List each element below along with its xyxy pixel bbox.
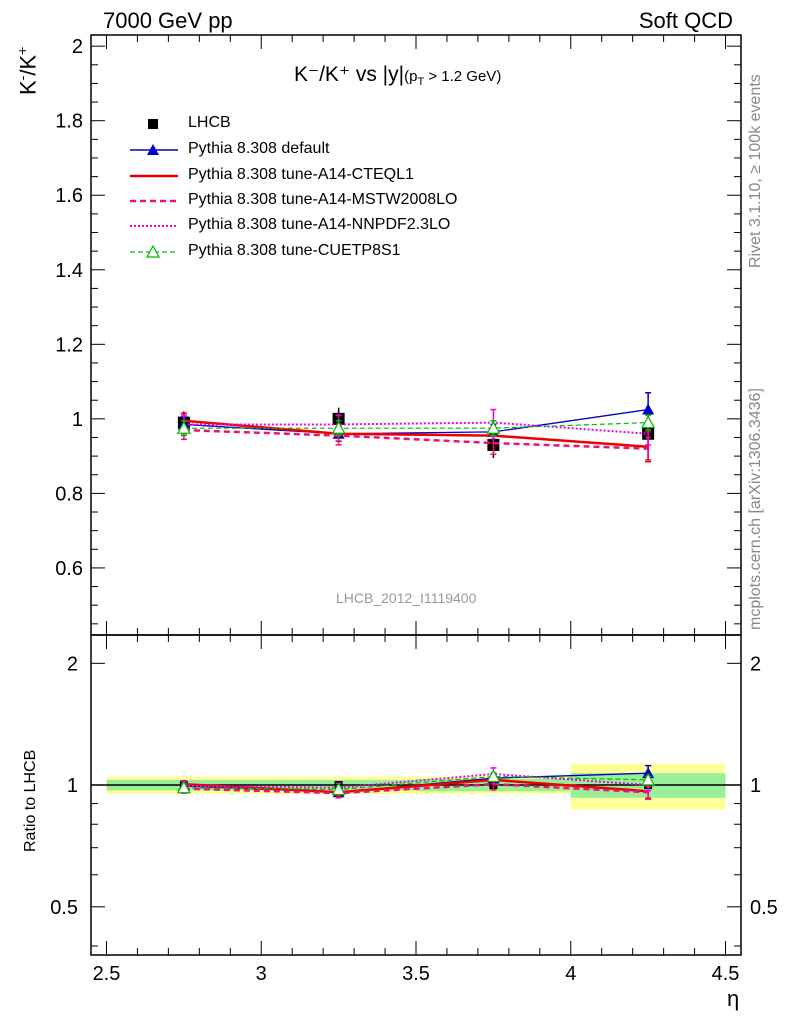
series-0-top-point <box>177 418 190 430</box>
series-0-ratio-point <box>332 786 345 798</box>
legend-marker-square-icon <box>148 119 158 129</box>
lhcb-ratio-point <box>179 781 188 790</box>
legend-line-dotted-icon <box>130 225 178 227</box>
ratio-frame <box>90 634 742 956</box>
ratio-band-outer <box>570 763 726 810</box>
series-0-ratio-line <box>183 772 649 793</box>
series-1-ratio-line <box>183 778 649 794</box>
series-0-top-line <box>183 408 649 435</box>
series-3-ratio-line <box>183 772 649 789</box>
series-0-top-point <box>487 425 500 437</box>
x-tick-label: 4.5 <box>712 963 740 985</box>
ratio-band-inner <box>106 779 262 791</box>
series-4-ratio-point <box>176 780 191 794</box>
lhcb-ratio-point <box>489 781 498 790</box>
series-4-top-point <box>641 415 656 429</box>
series-4-top-point <box>331 420 346 434</box>
y-tick-label-ratio: 2 <box>67 653 78 675</box>
legend-item-lhcb: LHCB <box>130 112 231 136</box>
y-tick-label-top: 0.6 <box>55 558 83 580</box>
legend-item-cteql1: Pythia 8.308 tune-A14-CTEQL1 <box>130 164 414 188</box>
lhcb-point <box>177 416 190 429</box>
legend-item-nnpdf: Pythia 8.308 tune-A14-NNPDF2.3LO <box>130 214 450 238</box>
lhcb-ratio-point <box>644 781 653 790</box>
series-3-top-line <box>183 421 649 435</box>
y-tick-label-top: 1.4 <box>55 260 83 282</box>
series-4-ratio-point <box>486 769 501 783</box>
series-4-ratio-line <box>183 775 649 791</box>
y-tick-label-top: 2 <box>72 36 83 58</box>
y-tick-label-top: 1.8 <box>55 111 83 133</box>
lhcb-ratio-point <box>334 781 343 790</box>
series-0-top-point <box>332 427 345 439</box>
y-tick-label-ratio-right: 1 <box>750 775 761 797</box>
x-axis-label: η <box>727 986 740 1011</box>
rivet-label: Rivet 3.1.10, ≥ 100k events <box>747 74 764 268</box>
legend-line-open-triangle-icon <box>130 244 178 258</box>
y-tick-label-ratio-right: 2 <box>750 653 761 675</box>
series-2-top-line <box>183 428 649 450</box>
x-tick-label: 3 <box>256 963 267 985</box>
ratio-band-inner <box>570 773 726 798</box>
legend-line-dashed-icon <box>130 199 178 203</box>
legend-item-default: Pythia 8.308 default <box>130 138 329 162</box>
y-tick-label-ratio: 0.5 <box>50 897 78 919</box>
y-axis-label-ratio: Ratio to LHCB <box>22 749 39 852</box>
y-tick-label-top: 1 <box>72 409 83 431</box>
x-tick-label: 4 <box>565 963 576 985</box>
header-right: Soft QCD <box>638 8 733 33</box>
series-4-ratio-point <box>331 782 346 796</box>
series-0-ratio-point <box>177 779 190 791</box>
series-4-top-point <box>176 420 191 434</box>
plot-title: K⁻/K⁺ vs |y|(pT > 1.2 GeV) <box>294 63 502 88</box>
series-4-top-point <box>486 420 501 434</box>
x-tick-label: 2.5 <box>93 963 121 985</box>
legend-line-triangle-icon <box>130 144 178 155</box>
series-4-top-line <box>183 421 649 429</box>
ratio-band-outer <box>416 776 571 795</box>
series-1-top-line <box>183 419 649 449</box>
series-0-ratio-point <box>487 772 500 784</box>
lhcb-point <box>332 412 345 425</box>
lhcb-point <box>487 438 500 451</box>
y-tick-label-top: 0.8 <box>55 483 83 505</box>
legend-item-cuetp8s1: Pythia 8.308 tune-CUETP8S1 <box>130 240 401 264</box>
series-4-ratio-point <box>641 772 656 786</box>
mcplots-label: mcplots.cern.ch [arXiv:1306.3436] <box>747 388 764 630</box>
y-tick-label-top: 1.6 <box>55 185 83 207</box>
legend-line-solid-icon <box>130 174 178 178</box>
y-tick-label-ratio: 1 <box>67 775 78 797</box>
analysis-watermark: LHCB_2012_I1119400 <box>336 590 477 606</box>
ratio-band-outer <box>261 776 416 795</box>
y-tick-label-top: 1.2 <box>55 334 83 356</box>
series-2-ratio-line <box>183 782 649 795</box>
ratio-band-outer <box>106 776 262 795</box>
y-axis-label-top: K-/K+ <box>14 46 41 95</box>
lhcb-point <box>642 427 655 440</box>
header-left: 7000 GeV pp <box>103 8 233 33</box>
ratio-band-inner <box>416 779 571 792</box>
legend-item-mstw: Pythia 8.308 tune-A14-MSTW2008LO <box>130 189 457 213</box>
series-0-top-point <box>642 403 655 415</box>
series-0-ratio-point <box>642 767 655 779</box>
x-tick-label: 3.5 <box>402 963 430 985</box>
y-tick-label-ratio-right: 0.5 <box>750 897 778 919</box>
legend: LHCB Pythia 8.308 default Pythia 8.308 t… <box>130 112 550 272</box>
ratio-band-inner <box>261 779 416 791</box>
